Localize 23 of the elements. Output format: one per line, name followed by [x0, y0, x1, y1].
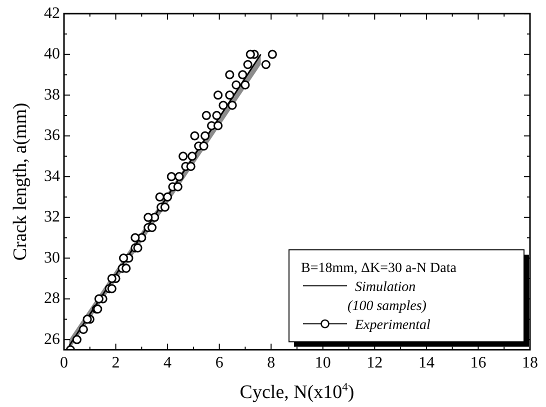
y-tick-label: 26 [44, 330, 60, 348]
legend-title: B=18mm, ΔK=30 a-N Data [301, 260, 458, 276]
x-tick-label: 2 [112, 354, 120, 372]
legend-label: Experimental [354, 318, 431, 333]
x-tick-label: 8 [267, 354, 276, 372]
legend-label: Simulation (100 samples) [348, 280, 427, 314]
y-tick-label: 38 [44, 86, 60, 104]
y-tick-label: 34 [44, 168, 60, 185]
x-tick-label: 16 [470, 354, 486, 372]
y-tick-label: 42 [44, 4, 60, 22]
y-tick-label: 32 [44, 208, 60, 226]
x-tick-label: 14 [418, 354, 434, 372]
y-axis-title: Crack length, a(mm) [10, 102, 31, 261]
x-tick-label: 10 [314, 354, 331, 372]
x-tick-label: 18 [522, 354, 538, 372]
x-tick-label: 0 [60, 354, 68, 372]
x-tick-label: 6 [215, 354, 224, 372]
y-tick-label: 30 [44, 249, 60, 266]
y-tick-label: 36 [44, 127, 60, 144]
y-tick-label: 28 [44, 290, 60, 308]
x-tick-label: 12 [366, 354, 383, 372]
x-tick-label: 4 [164, 354, 172, 372]
y-tick-label: 40 [44, 46, 60, 63]
